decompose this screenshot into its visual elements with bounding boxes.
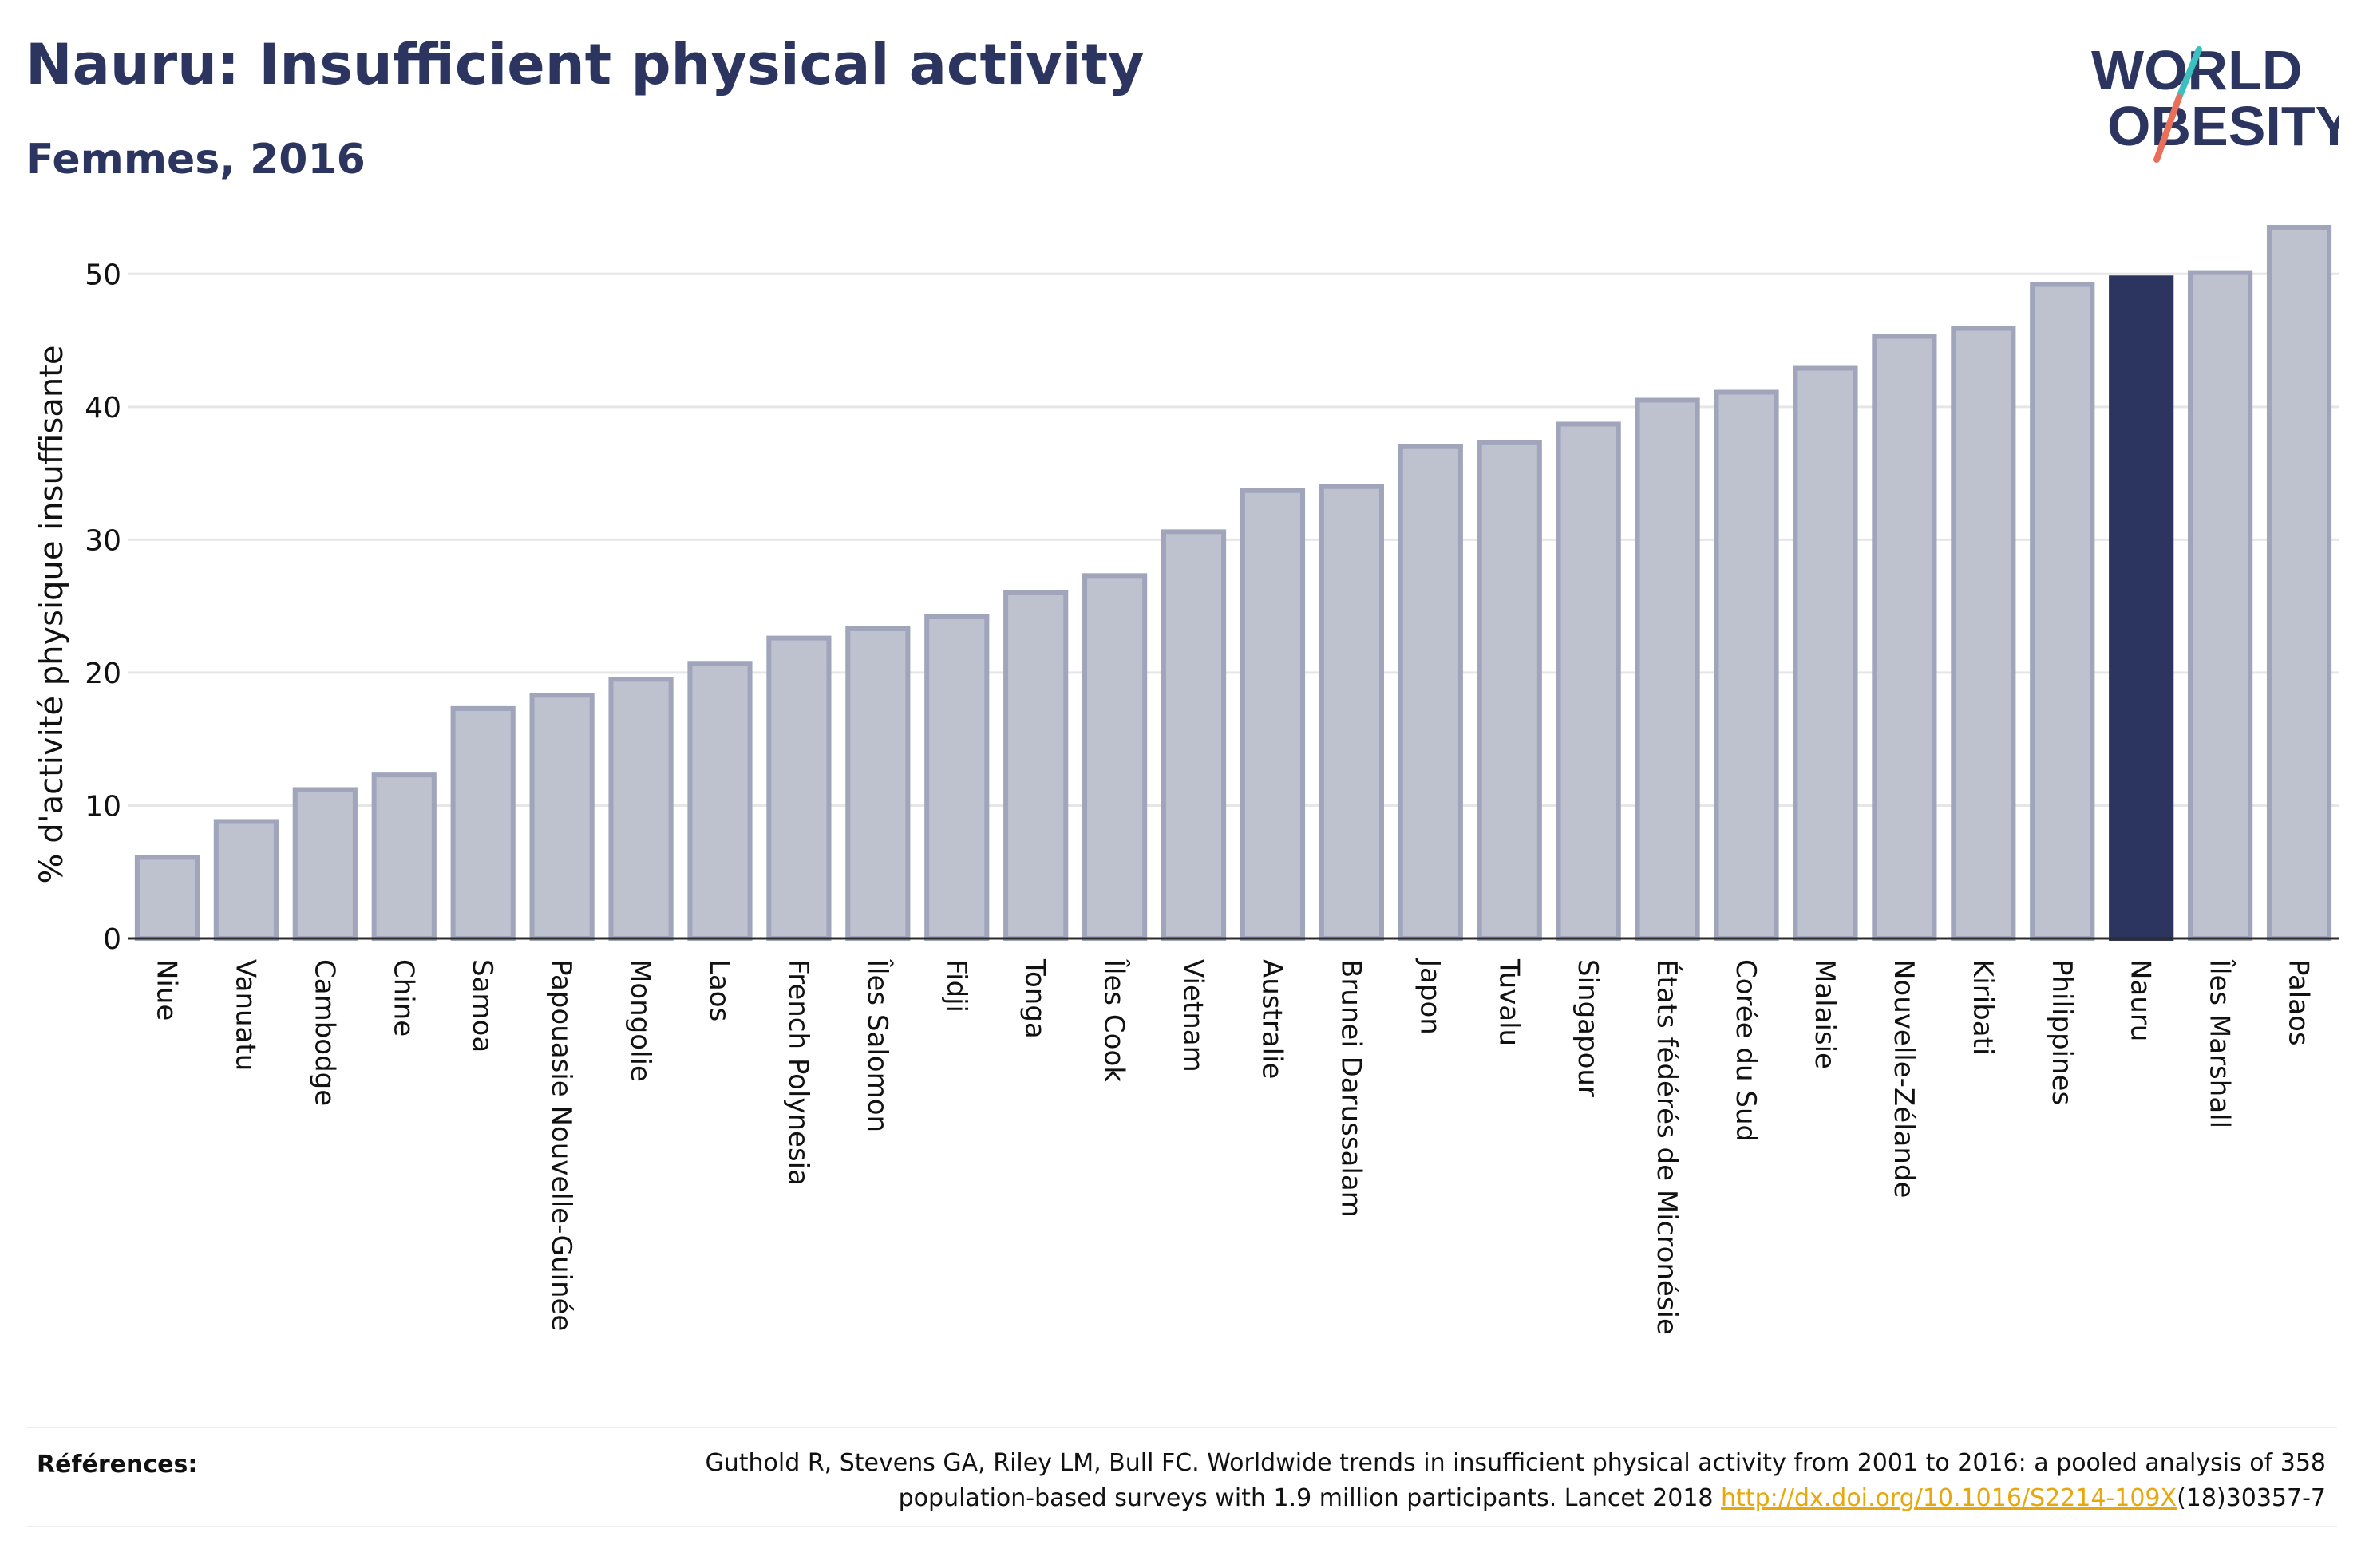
- footer-top-rule: [26, 1427, 2337, 1428]
- bar: [1477, 440, 1542, 941]
- x-tick-label: French Polynesia: [782, 959, 814, 1186]
- x-tick-label: Kiribati: [1967, 959, 1999, 1055]
- references-citation: Guthold R, Stevens GA, Riley LM, Bull FC…: [706, 1446, 2326, 1516]
- bar: [845, 626, 911, 941]
- chart-title: Nauru: Insufficient physical activity: [26, 32, 1145, 97]
- bar: [1872, 334, 1937, 942]
- x-tick-label: Samoa: [466, 959, 498, 1053]
- bars: [134, 224, 2332, 942]
- x-tick-label: Tonga: [1019, 958, 1051, 1039]
- x-tick-label: Singapour: [1572, 959, 1604, 1097]
- citation-doi-link[interactable]: http://dx.doi.org/10.1016/S2214-109X: [1721, 1484, 2177, 1512]
- x-tick-label: Mongolie: [624, 959, 656, 1082]
- bar: [371, 772, 437, 942]
- x-tick-label: Îles Marshall: [2204, 958, 2236, 1128]
- x-tick-label: Nouvelle-Zélande: [1888, 959, 1920, 1198]
- y-tick-label: 20: [85, 658, 121, 690]
- bar: [1003, 590, 1069, 941]
- x-tick-label: Japon: [1414, 958, 1445, 1035]
- bar: [766, 635, 832, 942]
- x-tick-label: Philippines: [2046, 959, 2078, 1105]
- x-tick-label: Nauru: [2125, 959, 2157, 1041]
- citation-line2-prefix: population-based surveys with 1.9 millio…: [898, 1484, 1722, 1512]
- bar: [1951, 326, 2016, 942]
- logo-slash-coral: [2153, 94, 2182, 163]
- y-tick-label: 10: [85, 790, 121, 823]
- bar: [1240, 488, 1306, 941]
- x-tick-label: Fidji: [940, 959, 972, 1013]
- bar: [1635, 397, 1700, 941]
- bar: [134, 855, 200, 941]
- chart-subtitle: Femmes, 2016: [26, 136, 366, 184]
- bar: [529, 693, 595, 941]
- x-tick-label: Vietnam: [1177, 959, 1209, 1072]
- bar-highlighted: [2109, 275, 2174, 941]
- bar-chart: 0 10 20 30 40 50 Niue Vanuatu Cambodge Chine Samo…: [34, 224, 2339, 1335]
- bar: [1319, 484, 1384, 941]
- citation-line2-suffix: (18)30357-7: [2177, 1484, 2326, 1512]
- x-tick-label: Papouasie Nouvelle-Guinée: [545, 959, 577, 1331]
- x-tick-label: Chine: [387, 959, 419, 1037]
- bar: [2030, 282, 2095, 941]
- x-tick-label: Cambodge: [308, 959, 340, 1106]
- x-tick-label: Niue: [150, 959, 182, 1021]
- x-tick-label: Tuvalu: [1493, 958, 1525, 1046]
- bar: [1398, 444, 1463, 941]
- x-tick-label: États fédérés de Micronésie: [1651, 959, 1683, 1335]
- bar: [608, 677, 674, 942]
- x-tick-label: Palaos: [2283, 959, 2315, 1046]
- y-axis-ticks: 0 10 20 30 40 50: [85, 259, 121, 956]
- bar: [450, 705, 516, 941]
- x-axis-tick-labels: Niue Vanuatu Cambodge Chine Samoa Papouasie N…: [150, 958, 2314, 1335]
- bar: [1714, 389, 1779, 941]
- logo-line2: OBESITY: [2107, 95, 2339, 157]
- bar: [2188, 270, 2253, 941]
- logo-slash-teal: [2176, 46, 2202, 101]
- bar: [213, 819, 279, 941]
- x-tick-label: Îles Salomon: [861, 958, 894, 1132]
- x-tick-label: Corée du Sud: [1730, 959, 1762, 1142]
- x-tick-label: Laos: [703, 959, 735, 1021]
- bar: [1556, 421, 1621, 941]
- y-tick-label: 0: [103, 923, 121, 956]
- citation-line1: Guthold R, Stevens GA, Riley LM, Bull FC…: [705, 1449, 2326, 1477]
- y-tick-label: 50: [85, 259, 121, 291]
- references-label: Références:: [37, 1451, 198, 1479]
- x-tick-label: Australie: [1256, 959, 1287, 1079]
- world-obesity-logo: WORLD OBESITY: [2091, 39, 2339, 163]
- y-axis-label: % d'activité physique insuffisante: [34, 346, 70, 884]
- x-tick-label: Îles Cook: [1098, 958, 1131, 1082]
- bar: [1082, 573, 1148, 942]
- y-tick-label: 30: [85, 524, 121, 557]
- bar: [687, 661, 753, 941]
- y-tick-label: 40: [85, 392, 121, 425]
- bar: [1161, 529, 1227, 941]
- bar: [1793, 365, 1858, 941]
- citation-line2: population-based surveys with 1.9 millio…: [706, 1481, 2326, 1516]
- bar: [924, 614, 990, 942]
- x-tick-label: Malaisie: [1809, 959, 1841, 1069]
- bar: [2266, 224, 2332, 941]
- x-tick-label: Brunei Darussalam: [1335, 959, 1366, 1218]
- footer-bottom-rule: [26, 1526, 2337, 1527]
- x-tick-label: Vanuatu: [229, 959, 261, 1071]
- bar: [292, 787, 358, 942]
